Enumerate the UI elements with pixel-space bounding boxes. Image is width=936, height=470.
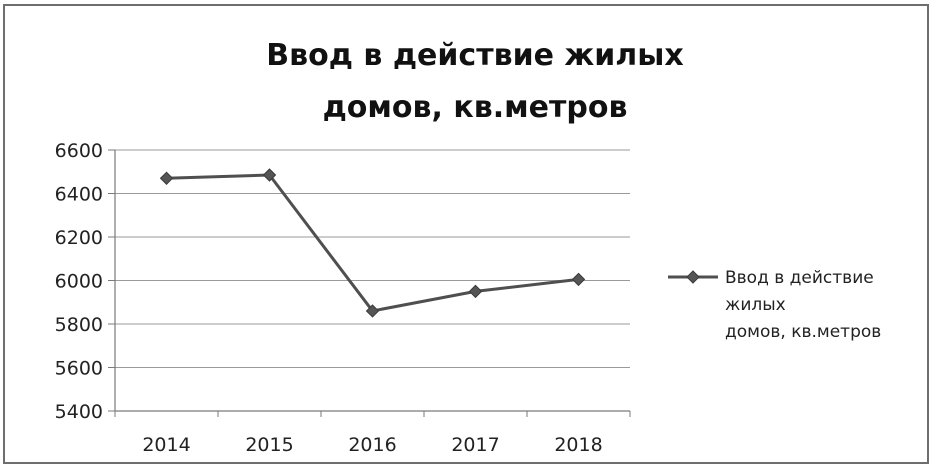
y-tick-label: 6200 [55,227,103,249]
data-point-marker [159,171,174,185]
data-point-marker [571,272,586,287]
y-tick-label: 5600 [55,358,103,380]
chart-frame [3,4,929,464]
data-point-marker [365,304,380,318]
legend-marker [686,270,700,284]
legend-label-line: жилых [725,295,786,315]
data-point-marker [262,168,277,182]
legend-label-line: домов, кв.метров [725,322,881,342]
series-line-path [166,173,579,313]
gridlines [115,149,630,368]
x-tick-label: 2015 [245,434,293,456]
x-tick-label: 2014 [142,434,190,456]
x-tick-label: 2018 [554,434,602,456]
y-tick-label: 5400 [55,401,103,423]
series-line [166,173,579,313]
axes [108,149,631,417]
chart-title: Ввод в действие жилых домов, кв.метров [266,38,684,125]
series-markers [159,168,586,318]
legend-label-line: Ввод в действие [725,268,874,288]
y-tick-labels: 6600 6400 6200 6000 5800 5600 5400 [55,140,103,423]
x-tick-label: 2016 [348,434,396,456]
x-tick-label: 2017 [451,434,499,456]
y-tick-label: 6400 [55,184,103,206]
y-tick-label: 6000 [55,271,103,293]
y-tick-label: 6600 [55,140,103,162]
y-tick-label: 5800 [55,314,103,336]
x-tick-labels: 2014 2015 2016 2017 2018 [142,434,602,456]
data-point-marker [468,284,483,299]
legend: Ввод в действие жилых домов, кв.метров [668,268,881,342]
